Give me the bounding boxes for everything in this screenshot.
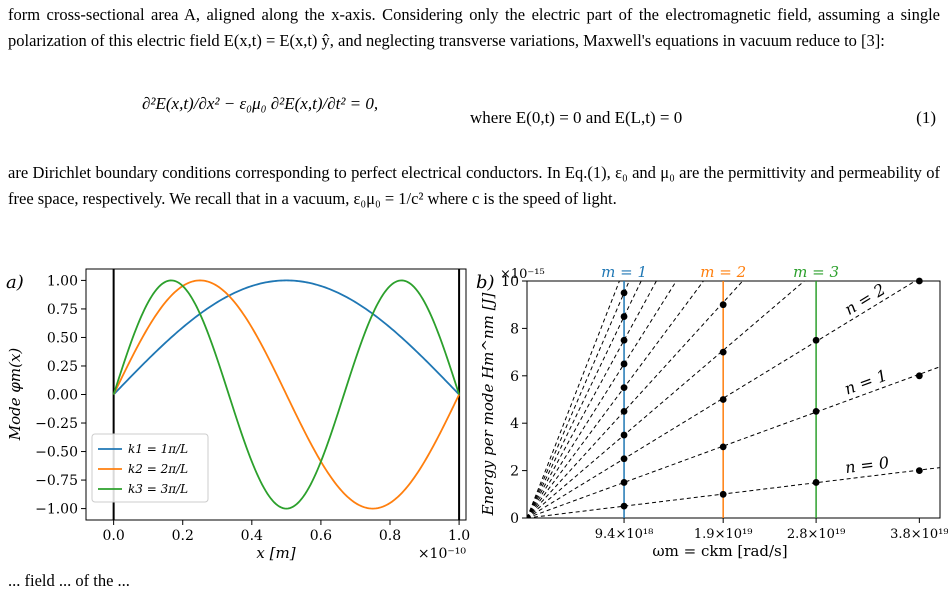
panel-b-label: b): [476, 272, 495, 293]
panel-b-axes-frame: [526, 280, 941, 519]
panel-a-label: a): [6, 272, 24, 293]
panel-b-fan-line: [526, 366, 941, 519]
panel-a-xtick-label: 1.0: [448, 528, 470, 544]
panel-a-xtick-label: 0.0: [103, 528, 125, 544]
panel-b-fan-line: [526, 280, 744, 519]
panel-a-ytick-label: 0.50: [47, 330, 78, 346]
panel-b-xtick-label: 2.8×10¹⁹: [787, 527, 846, 542]
panel-a-ytick-label: −0.75: [35, 473, 78, 489]
panel-b-energy-point: [719, 396, 727, 403]
panel-b-energy-point: [719, 490, 727, 498]
panel-a-legend: k1 = 1π/L k2 = 2π/L k3 = 3π/L: [91, 433, 209, 503]
panel-b-energy-point: [915, 372, 923, 380]
panel-b-energy-point: [915, 467, 923, 474]
panel-b-fan-line: [526, 467, 941, 519]
panel-b-fan-line: [526, 280, 657, 519]
panel-b-xtick-label: 9.4×10¹⁸: [595, 527, 654, 542]
panel-b-energy-point: [719, 301, 727, 309]
panel-b-mode-label: m = 1: [601, 263, 647, 281]
panel-a-mode-curve-m3: [112, 279, 460, 510]
panel-b-energy-point: [620, 360, 628, 368]
panel-a-mode-curve-m2: [112, 279, 460, 510]
panel-b-ytick-label: 0: [510, 511, 519, 527]
panel-b-ytick-label: 8: [510, 321, 519, 337]
figure-panels: a) 1.000.750.500.250.00−0.25−0.50−0.75−1…: [6, 263, 948, 562]
panel-a-mode-curve-m1: [112, 279, 460, 396]
panel-a-xtick-label: 0.2: [172, 528, 194, 544]
panel-b-energy-point: [812, 407, 820, 415]
panel-a-mode-plot: a) 1.00 0.75 0.50 0.25 0.00 −0.25 −0.50 −0.75 −1…: [6, 268, 470, 562]
panel-b-fan-line: [526, 280, 620, 519]
panel-b-fan-line: [526, 280, 630, 519]
panel-a-legend-label: k1 = 1π/L: [128, 442, 188, 456]
panel-b-energy-point: [719, 348, 727, 356]
panel-b-energy-point: [620, 289, 628, 297]
panel-b-mode-label: m = 3: [793, 263, 839, 281]
panel-b-energy-point: [812, 336, 820, 344]
panel-b-n-label: n = 2: [841, 280, 889, 319]
intro-text: form cross-sectional area A, aligned alo…: [8, 5, 940, 50]
cutoff-line: ... field ... of the ...: [8, 568, 940, 589]
panel-a-xtick-label: 0.8: [379, 528, 401, 544]
panel-a-legend-label: k2 = 2π/L: [128, 462, 188, 476]
panel-b-energy-point: [915, 277, 923, 285]
panel-b-ytick-label: 4: [510, 416, 519, 432]
panel-a-ytick-label: 0.75: [47, 302, 78, 318]
panel-b-xtick-label: 3.8×10¹⁹: [890, 527, 948, 542]
panel-b-fan-line: [526, 280, 677, 519]
panel-a-legend-box: [91, 433, 209, 503]
equation-number: (1): [916, 108, 936, 127]
panel-a-ytick-label: −0.50: [35, 445, 78, 461]
panel-a-xtick-label: 0.4: [241, 528, 263, 544]
panel-a-ytick-label: 1.00: [47, 273, 78, 289]
panel-b-energy-point: [812, 479, 820, 486]
panel-b-ytick-label: 2: [510, 464, 519, 480]
panel-b-energy-point: [620, 336, 628, 344]
panel-b-energy-point: [620, 455, 628, 463]
panel-a-xlabel: x [m]: [256, 544, 295, 562]
panel-a-x-multiplier: ×10⁻¹⁰: [418, 546, 467, 562]
panel-b-mode-label: m = 2: [700, 263, 746, 281]
panel-b-ytick-label: 10: [501, 274, 519, 290]
panel-b-y-multiplier: ×10⁻¹⁵: [500, 267, 545, 282]
panel-b-n-label: n = 0: [844, 453, 890, 477]
panel-b-energy-point: [719, 443, 727, 451]
panel-b-fan-line: [526, 280, 642, 519]
panel-a-ytick-label: 0.25: [47, 359, 78, 375]
equation-condition: where E(0,t) = 0 and E(L,t) = 0: [470, 108, 683, 127]
panel-b-energy-point: [620, 431, 628, 439]
panel-b-fan-line: [526, 280, 704, 519]
after-text: are Dirichlet boundary conditions corres…: [8, 163, 940, 208]
panel-b-energy-point: [620, 313, 628, 320]
panel-b-xlabel: ωm = ckm [rad/s]: [652, 542, 787, 560]
panel-a-ytick-label: −0.25: [35, 416, 78, 432]
intro-paragraph: form cross-sectional area A, aligned alo…: [8, 2, 940, 54]
panel-b-energy-point: [620, 502, 628, 510]
panel-b-energy-point: [620, 407, 628, 415]
panel-a-ytick-label: 0.00: [47, 388, 78, 404]
panel-b-ylabel: Energy per mode Hm^nm [J]: [479, 293, 497, 517]
panel-b-energy-plot: b) ×10⁻¹⁵ 0 2 4 6 8 10 9.4×10¹⁸ 1.9×10¹⁹ 2.8×10…: [476, 263, 948, 560]
panel-a-legend-label: k3 = 3π/L: [128, 482, 188, 496]
panel-a-ytick-label: −1.00: [35, 502, 78, 518]
cutoff-text: ... field ... of the ...: [8, 571, 130, 589]
panel-b-fan-line: [526, 280, 805, 519]
after-paragraph: are Dirichlet boundary conditions corres…: [8, 160, 940, 212]
panel-b-ytick-label: 6: [510, 369, 519, 385]
panel-a-xtick-label: 0.6: [310, 528, 332, 544]
equation-1: ∂²E(x,t)/∂x² − ε₀μ₀ ∂²E(x,t)/∂t² = 0, wh…: [0, 88, 948, 148]
panel-b-xtick-label: 1.9×10¹⁹: [694, 527, 753, 542]
equation-lhs: ∂²E(x,t)/∂x² − ε₀μ₀ ∂²E(x,t)/∂t² = 0,: [142, 94, 379, 113]
panel-a-ylabel: Mode φm(x): [6, 348, 24, 442]
panel-b-energy-point: [620, 479, 628, 486]
panel-b-energy-point: [620, 384, 628, 392]
